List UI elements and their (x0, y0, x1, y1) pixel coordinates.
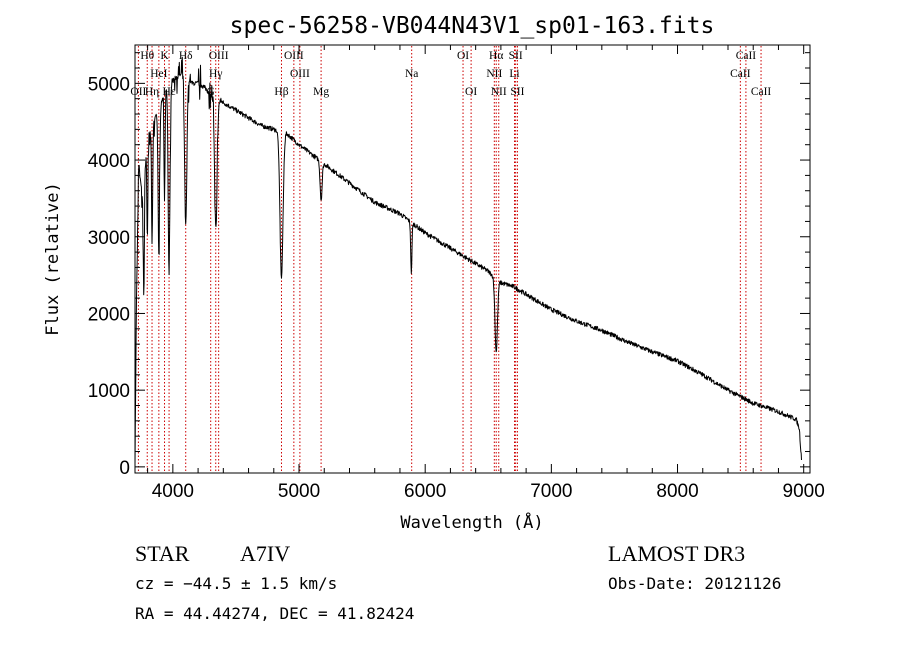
x-tick-label: 4000 (152, 481, 194, 502)
spectral-line-label: CaII (730, 68, 751, 80)
spectral-line-label: NII (491, 86, 507, 98)
spectral-line-label: Hγ (209, 68, 222, 80)
x-tick-label: 9000 (783, 481, 825, 502)
spectral-line-label: SII (510, 86, 524, 98)
spectral-line-label: Hη (145, 86, 159, 98)
x-tick-label: 7000 (530, 481, 572, 502)
y-tick-label: 5000 (88, 74, 130, 95)
x-axis-ticks: 4000 5000 6000 7000 8000 9000 (147, 45, 825, 502)
y-tick-label: 4000 (88, 151, 130, 172)
spectral-line-label: NII (486, 68, 502, 80)
spectral-subclass: A7IV (240, 541, 290, 566)
spectral-line-markers (137, 46, 762, 472)
spectral-line-label: OIII (284, 50, 304, 62)
spectral-line-label: OIII (209, 50, 229, 62)
observation-date: Obs-Date: 20121126 (608, 574, 781, 593)
y-tick-label: 0 (119, 458, 130, 479)
spectral-line-label: SII (509, 50, 523, 62)
y-tick-label: 3000 (88, 228, 130, 249)
y-tick-label: 1000 (88, 381, 130, 402)
spectral-line-label: Na (405, 68, 418, 80)
x-tick-label: 6000 (404, 481, 446, 502)
x-tick-label: 5000 (278, 481, 320, 502)
chart-title: spec-56258-VB044N43V1_sp01-163.fits (230, 13, 715, 39)
spectral-line-label: Hα (489, 50, 503, 62)
spectral-line-label: Hε (162, 86, 175, 98)
x-tick-label: 8000 (656, 481, 698, 502)
spectral-line-label: G (207, 86, 215, 98)
y-axis-ticks: 0 1000 2000 3000 4000 5000 (88, 52, 810, 479)
spectrum-line (134, 56, 802, 466)
x-axis-label: Wavelength (Å) (400, 511, 543, 533)
y-tick-label: 2000 (88, 304, 130, 325)
spectral-line-label: Li (509, 68, 519, 80)
plot-frame (134, 44, 811, 474)
spectral-line-label: Hδ (179, 50, 193, 62)
spectral-line-label: CaII (751, 86, 772, 98)
spectral-line-label: OIII (290, 68, 310, 80)
spectral-line-label: OII (130, 86, 146, 98)
spectral-line-label: Hβ (274, 86, 288, 98)
survey-name: LAMOST DR3 (608, 541, 745, 566)
spectral-line-label: Mg (313, 86, 329, 98)
spectral-line-labels: OIIHθHηHeIKHεHδGHγOIIIHβOIIIOIIIMgNaOIOI… (130, 50, 771, 98)
spectral-line-label: K (160, 50, 169, 62)
spectral-line-label: CaII (736, 50, 757, 62)
y-axis-label: Flux (relative) (43, 182, 63, 336)
spectral-line-label: HeI (150, 68, 167, 80)
spectral-line-label: Hθ (140, 50, 154, 62)
spectral-line-label: OI (457, 50, 469, 62)
spectral-line-label: OI (465, 86, 477, 98)
coordinates: RA = 44.44274, DEC = 41.82424 (135, 604, 414, 623)
redshift-value: cz = −44.5 ± 1.5 km/s (135, 574, 337, 593)
object-class: STAR (135, 541, 190, 566)
